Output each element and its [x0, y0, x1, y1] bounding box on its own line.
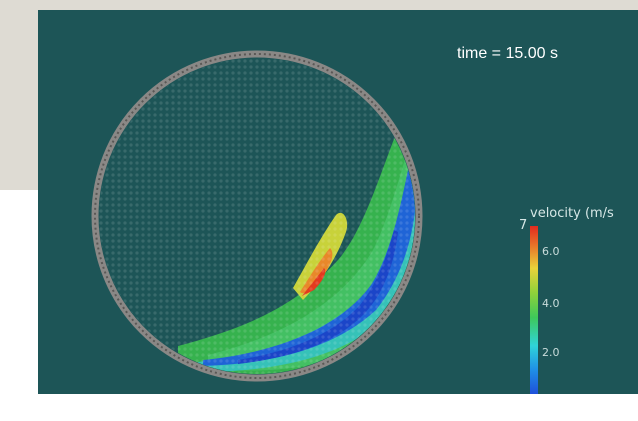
granular-flow [99, 58, 415, 374]
colorbar-tick-label: 4.0 [542, 297, 560, 310]
colorbar-tick-label: 6.0 [542, 245, 560, 258]
colorbar-max-label: 7 [519, 218, 528, 233]
colorbar-title: velocity (m/s [530, 206, 614, 221]
velocity-colorbar [530, 226, 538, 394]
simulation-time-label: time = 15.00 s [457, 45, 558, 62]
particle-simulation-render [91, 50, 538, 394]
colorbar-tick-label: 2.0 [542, 346, 560, 359]
simulation-viewport: time = 15.00 s velocity (m/s 7 6.0 4.0 2… [38, 10, 638, 394]
